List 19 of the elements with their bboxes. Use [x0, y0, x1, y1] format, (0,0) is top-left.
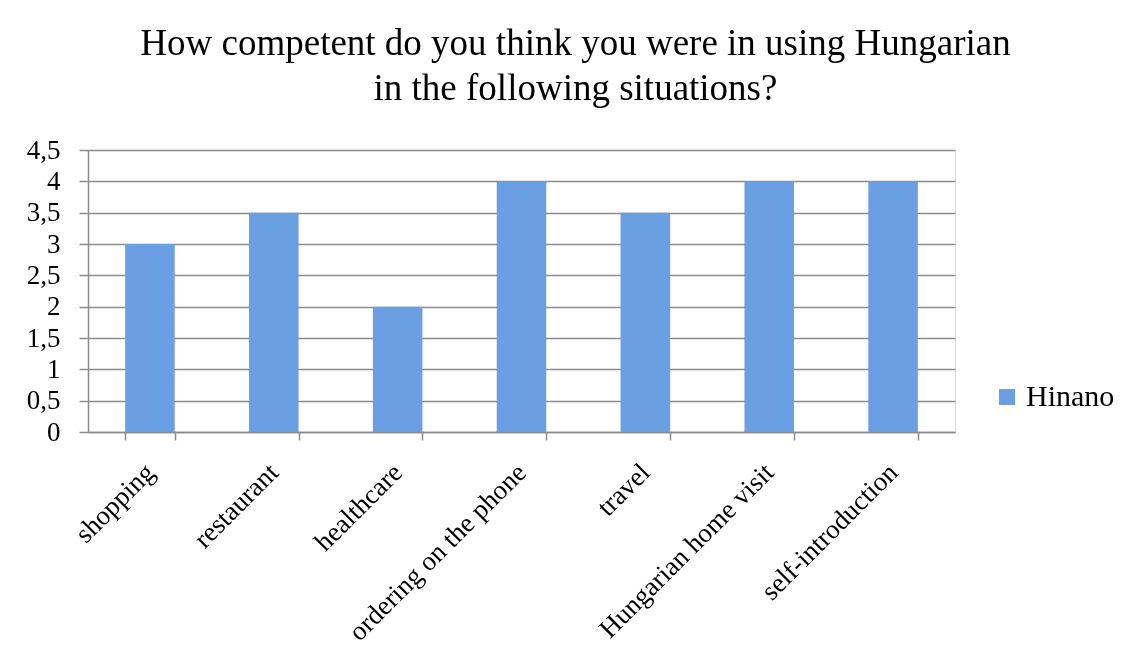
- y-tick-label: 4,5: [26, 134, 61, 165]
- y-tick-label: 1: [47, 353, 61, 384]
- y-tick-label: 2,5: [26, 259, 61, 290]
- y-tick-label: 0,5: [26, 385, 61, 416]
- bar: [249, 212, 299, 432]
- bar: [125, 244, 175, 432]
- chart-title: How competent do you think you were in using Hungarian in the following situations?: [140, 22, 1011, 108]
- legend-label: Hinano: [1026, 379, 1115, 412]
- bar: [372, 306, 423, 432]
- bar: [744, 181, 794, 432]
- y-tick-label: 4: [47, 165, 61, 196]
- y-tick-label: 3,5: [26, 197, 61, 228]
- y-tick-label: 3: [47, 228, 61, 259]
- y-tick-label: 0: [47, 416, 61, 447]
- bar: [496, 181, 547, 432]
- bar: [868, 181, 918, 432]
- bar: [620, 212, 671, 432]
- y-tick-label: 1,5: [26, 322, 61, 353]
- y-tick-label: 2: [47, 291, 61, 322]
